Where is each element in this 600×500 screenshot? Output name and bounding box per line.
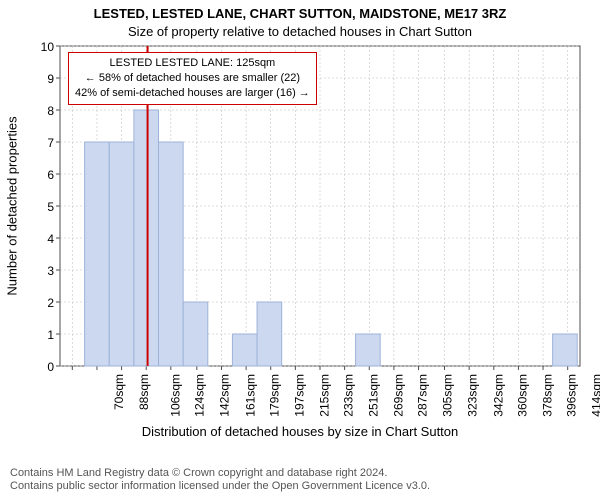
y-tick: 5 [32,200,54,214]
marker-annotation: LESTED LESTED LANE: 125sqm ← 58% of deta… [68,52,317,105]
x-tick: 323sqm [465,374,479,417]
x-tick: 197sqm [293,374,307,417]
x-tick: 215sqm [317,374,331,417]
x-tick: 179sqm [268,374,282,417]
footer-line-1: Contains public sector information licen… [10,480,430,494]
x-tick: 414sqm [590,374,600,417]
x-tick: 342sqm [491,374,505,417]
x-tick: 88sqm [137,374,151,410]
annot-line-0: LESTED LESTED LANE: 125sqm [75,56,310,71]
y-tick: 4 [32,232,54,246]
y-tick: 7 [32,136,54,150]
annot-line-1: ← 58% of detached houses are smaller (22… [75,71,310,86]
y-tick: 1 [32,328,54,342]
y-axis-label: Number of detached properties [5,116,20,295]
x-tick: 251sqm [367,374,381,417]
y-tick: 0 [32,360,54,374]
annot-line-2: 42% of semi-detached houses are larger (… [75,86,310,101]
y-tick: 2 [32,296,54,310]
x-axis-label: Distribution of detached houses by size … [142,424,459,439]
x-tick: 142sqm [218,374,232,417]
x-tick: 360sqm [516,374,530,417]
y-tick: 9 [32,72,54,86]
footer-attribution: Contains HM Land Registry data © Crown c… [10,467,430,495]
y-tick: 8 [32,104,54,118]
x-tick: 124sqm [193,374,207,417]
x-tick: 233sqm [342,374,356,417]
footer-line-0: Contains HM Land Registry data © Crown c… [10,467,430,481]
x-tick: 106sqm [168,374,182,417]
y-tick: 6 [32,168,54,182]
x-tick: 269sqm [391,374,405,417]
x-tick: 287sqm [416,374,430,417]
x-tick: 161sqm [244,374,258,417]
x-tick: 396sqm [565,374,579,417]
x-tick: 378sqm [540,374,554,417]
x-tick: 70sqm [112,374,126,410]
x-tick: 305sqm [441,374,455,417]
y-tick: 3 [32,264,54,278]
y-tick: 10 [32,40,54,54]
